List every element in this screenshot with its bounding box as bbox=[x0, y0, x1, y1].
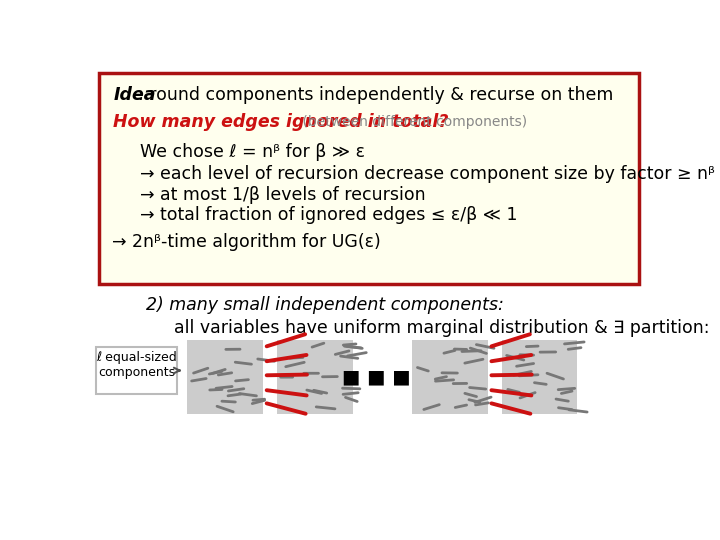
FancyBboxPatch shape bbox=[96, 347, 177, 394]
FancyBboxPatch shape bbox=[276, 340, 353, 414]
FancyBboxPatch shape bbox=[412, 340, 487, 414]
Text: (between different components): (between different components) bbox=[297, 115, 527, 129]
Text: We chose ℓ = nᵝ for β ≫ ε: We chose ℓ = nᵝ for β ≫ ε bbox=[140, 143, 365, 161]
Text: → each level of recursion decrease component size by factor ≥ nᵝ: → each level of recursion decrease compo… bbox=[140, 165, 716, 183]
Text: : round components independently & recurse on them: : round components independently & recur… bbox=[138, 86, 613, 104]
Text: Idea: Idea bbox=[113, 86, 156, 104]
FancyBboxPatch shape bbox=[502, 340, 577, 414]
Text: → 2nᵝ-time algorithm for UG(ε): → 2nᵝ-time algorithm for UG(ε) bbox=[112, 233, 380, 251]
Text: all variables have uniform marginal distribution & ∃ partition:: all variables have uniform marginal dist… bbox=[174, 319, 709, 337]
FancyBboxPatch shape bbox=[187, 340, 263, 414]
Text: How many edges ignored in total?: How many edges ignored in total? bbox=[113, 112, 449, 131]
Text: 2) many small independent components:: 2) many small independent components: bbox=[145, 296, 504, 314]
Text: ℓ equal-sized
components: ℓ equal-sized components bbox=[96, 351, 177, 379]
FancyBboxPatch shape bbox=[99, 72, 639, 284]
Text: ■ ■ ■: ■ ■ ■ bbox=[343, 368, 411, 387]
Text: → at most 1/β levels of recursion: → at most 1/β levels of recursion bbox=[140, 186, 426, 204]
Text: → total fraction of ignored edges ≤ ε/β ≪ 1: → total fraction of ignored edges ≤ ε/β … bbox=[140, 206, 518, 225]
